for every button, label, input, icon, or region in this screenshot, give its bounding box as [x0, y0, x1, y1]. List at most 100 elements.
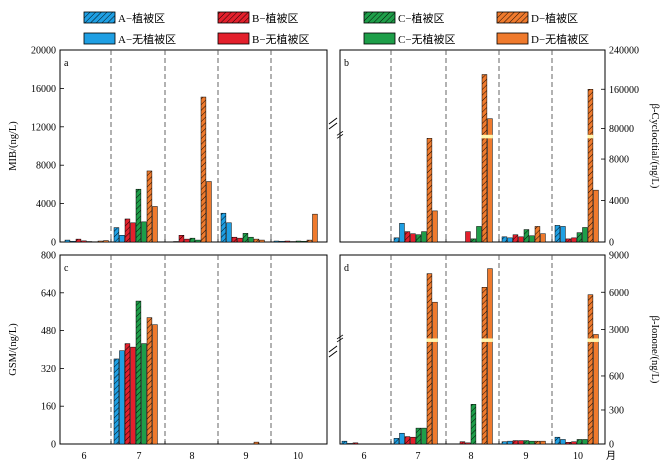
bar-d-a-unplanted-7 — [399, 432, 405, 445]
bar-c-b-planted-7-hatch — [125, 343, 130, 444]
y-tick-label-d: 6000 — [609, 288, 629, 299]
panel-c-frame — [59, 254, 328, 445]
bar-d-b-unplanted-8 — [465, 442, 471, 445]
bar-b-a-planted-7-hatch — [394, 237, 399, 242]
legend-item-a-planted: A−植被区 — [83, 11, 165, 25]
legend-item-a-unplanted: A−无植被区 — [83, 32, 176, 46]
bar-a-d-unplanted-6 — [103, 240, 109, 243]
y-axis-label-b: β-Cyclocitial/(ng/L) — [649, 104, 660, 189]
legend-label: A−植被区 — [118, 11, 165, 25]
legend-item-b-planted: B−植被区 — [217, 11, 299, 25]
bar-b-c-planted-8-hatch — [471, 238, 476, 242]
y-axis-label-d: β-Ionone/(ng/L) — [649, 316, 660, 384]
bar-d-a-planted-6-hatch — [342, 441, 347, 444]
legend-swatch — [496, 32, 529, 45]
bar-b-b-planted-7-hatch — [405, 231, 410, 242]
panel-b-marks: 0 4000 8000 80000 160000 240000 β-Cyclocitial/… — [336, 46, 660, 249]
legend-swatch-hatch — [218, 12, 249, 23]
bar-b-b-unplanted-8 — [465, 231, 471, 243]
bar-c-b-unplanted-7 — [130, 346, 136, 445]
axis-break-gap — [432, 338, 438, 342]
y-axis-label-c: GSM/(ng/L) — [8, 323, 19, 376]
bar-d-d-planted-8-hatch — [482, 287, 487, 444]
bar-a-b-planted-6-hatch — [76, 239, 81, 242]
bar-a-d-unplanted-8 — [206, 181, 212, 243]
bar-d-a-planted-9-hatch — [502, 441, 507, 444]
bar-d-d-unplanted-7 — [432, 301, 438, 445]
bar-a-b-unplanted-9 — [237, 237, 243, 243]
bar-a-d-planted-10-hatch — [307, 240, 312, 242]
x-tick-label-c-7: 7 — [137, 451, 142, 462]
x-tick-label-c-10: 10 — [293, 451, 303, 462]
bar-b-c-unplanted-10 — [582, 227, 588, 243]
bar-b-d-planted-10-hatch — [588, 89, 593, 243]
axis-break-gap — [587, 338, 594, 342]
x-tick-label-d-7: 7 — [416, 451, 421, 462]
y-tick-label-c: 640 — [41, 288, 56, 299]
panel-b-frame — [339, 49, 606, 243]
y-tick-label-d: 3000 — [609, 325, 629, 336]
y-tick-label-a: 12000 — [31, 122, 56, 133]
legend-swatch-hatch — [497, 12, 528, 23]
x-tick-label-d-10: 10 — [573, 451, 583, 462]
bar-b-b-planted-9-hatch — [513, 234, 518, 242]
y-tick-label-a: 16000 — [31, 84, 56, 95]
bar-a-c-unplanted-8 — [195, 239, 201, 243]
bar-c-d-unplanted-7 — [152, 324, 158, 445]
bar-a-c-unplanted-9 — [248, 236, 254, 243]
axis-break-mark — [336, 133, 344, 139]
y-tick-label-d: 9000 — [609, 251, 629, 262]
bar-a-c-planted-7-hatch — [136, 189, 141, 242]
bar-a-b-planted-8-hatch — [179, 235, 184, 242]
bar-a-c-unplanted-10 — [301, 240, 307, 243]
legend-swatch-hatch — [364, 12, 395, 23]
y-tick-label-d: 0 — [609, 440, 614, 451]
bar-a-a-planted-6-hatch — [65, 240, 70, 242]
bar-d-b-planted-9-hatch — [513, 440, 518, 444]
bar-d-d-planted-9-hatch — [535, 441, 540, 444]
bar-d-b-planted-8-hatch — [460, 441, 465, 444]
y-tick-label-b: 80000 — [609, 124, 634, 135]
bar-d-c-planted-10-hatch — [577, 439, 582, 444]
axis-break-mark — [336, 334, 344, 340]
bar-d-b-unplanted-10 — [571, 441, 577, 445]
bar-b-d-planted-9-hatch — [535, 226, 540, 242]
legend-swatch-hatch — [84, 12, 115, 23]
bar-b-b-unplanted-10 — [571, 237, 577, 243]
bar-d-d-unplanted-10 — [593, 334, 599, 445]
bar-b-b-unplanted-9 — [518, 236, 524, 243]
legend-swatch — [217, 32, 250, 45]
legend-item-d-planted: D−植被区 — [496, 11, 578, 25]
y-tick-label-b: 0 — [609, 238, 614, 249]
bar-d-a-planted-7-hatch — [394, 438, 399, 444]
bar-a-b-planted-9-hatch — [232, 237, 237, 242]
bar-c-c-unplanted-7 — [141, 343, 147, 445]
bar-a-c-planted-8-hatch — [190, 238, 195, 242]
bar-b-c-planted-7-hatch — [416, 234, 421, 242]
bar-a-b-unplanted-6 — [81, 240, 87, 243]
bar-d-c-planted-7-hatch — [416, 428, 421, 444]
bar-a-a-unplanted-10 — [279, 240, 285, 243]
bar-b-c-unplanted-7 — [421, 231, 427, 243]
x-tick-label-c-9: 9 — [244, 451, 249, 462]
bar-c-a-planted-7-hatch — [114, 358, 119, 444]
bar-d-c-unplanted-9 — [529, 440, 535, 445]
panel-a: a — [59, 49, 328, 243]
bar-a-d-planted-6-hatch — [98, 241, 103, 242]
bar-a-b-planted-7-hatch — [125, 218, 130, 242]
bar-b-a-unplanted-10 — [560, 226, 566, 243]
panel-c: c — [59, 254, 328, 445]
bar-d-b-unplanted-7 — [410, 436, 416, 445]
bar-a-d-planted-8-hatch — [201, 97, 206, 242]
bar-d-b-unplanted-9 — [518, 440, 524, 445]
axis-break-gap — [587, 134, 594, 139]
bar-b-a-unplanted-7 — [399, 223, 405, 243]
bar-a-a-planted-9-hatch — [221, 213, 226, 242]
y-tick-label-b: 160000 — [609, 85, 639, 96]
bar-b-b-planted-10-hatch — [566, 238, 571, 242]
bar-d-a-unplanted-6 — [347, 443, 353, 445]
bar-a-b-planted-10-hatch — [285, 241, 290, 242]
y-tick-label-d: 300 — [609, 405, 624, 416]
bar-b-d-unplanted-8 — [487, 118, 493, 243]
